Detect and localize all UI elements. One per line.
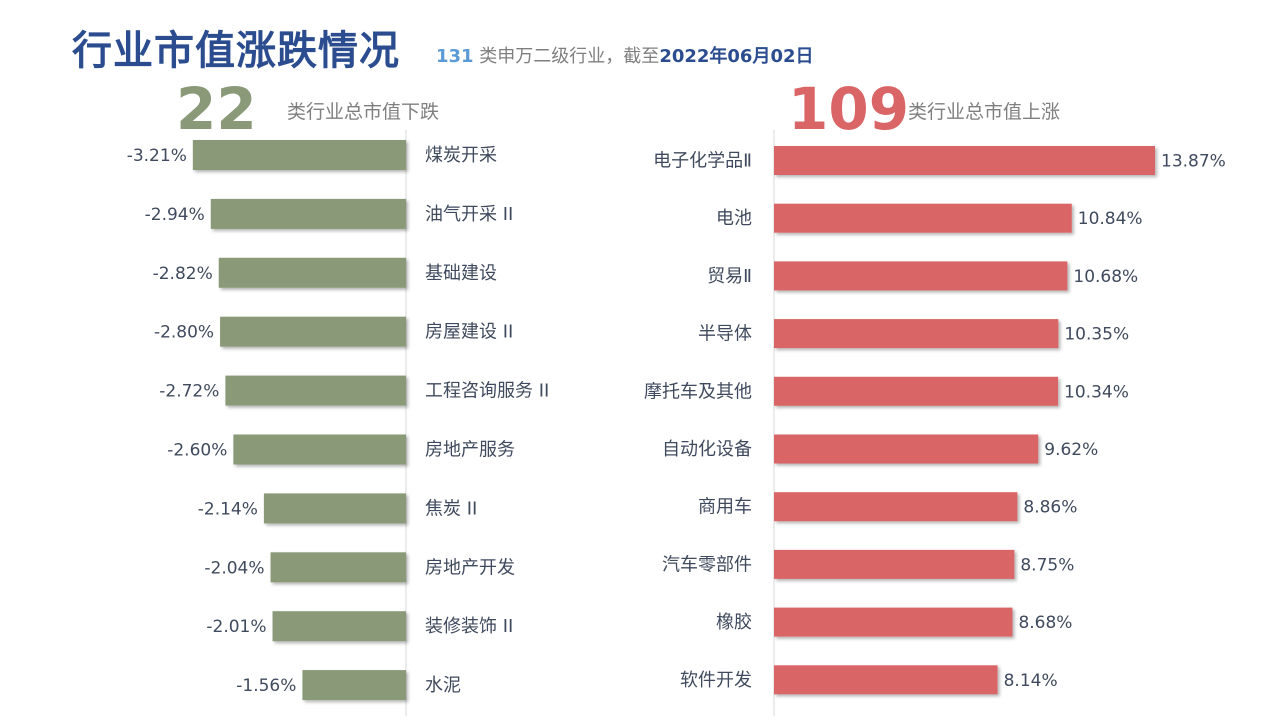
up-category-label: 半导体	[698, 324, 752, 345]
down-category-label: 油气开采 II	[425, 204, 513, 225]
up-category-label: 橡胶	[716, 612, 752, 633]
down-bar-chart: -3.21% 煤炭开采 -2.94% 油气开采 II -2.82% 基础建设 -2.80% 房…	[127, 130, 549, 716]
up-value-label: 8.86%	[1023, 498, 1077, 518]
down-bar	[218, 257, 406, 288]
up-category-label: 商用车	[698, 497, 752, 518]
down-category-label: 水泥	[425, 675, 461, 696]
up-bar	[774, 607, 1013, 637]
up-value-label: 8.75%	[1020, 555, 1074, 575]
up-bar	[774, 376, 1059, 406]
up-category-label: 电池	[716, 208, 752, 229]
subtitle-date: 2022年06月02日	[659, 46, 814, 67]
down-bar	[272, 611, 406, 642]
down-value-label: -2.01%	[206, 617, 266, 637]
up-bar	[774, 203, 1072, 233]
up-value-label: 10.68%	[1073, 267, 1138, 287]
down-bar	[263, 493, 406, 524]
down-bar	[225, 375, 406, 406]
down-bar	[270, 552, 406, 583]
up-value-label: 13.87%	[1161, 152, 1226, 172]
up-category-label: 电子化学品Ⅱ	[653, 151, 752, 172]
page-title: 行业市值涨跌情况	[72, 28, 400, 74]
up-bar-chart: 13.87% 电子化学品Ⅱ 10.84% 电池 10.68% 贸易Ⅱ 10.35% 半导体 10…	[644, 130, 1226, 716]
down-bar	[210, 198, 406, 229]
down-category-label: 房地产开发	[425, 557, 515, 578]
down-bar	[233, 434, 406, 465]
down-bar	[302, 670, 406, 701]
up-category-label: 自动化设备	[662, 439, 752, 460]
down-value-label: -1.56%	[236, 676, 296, 696]
down-count: 22	[176, 75, 257, 143]
down-category-label: 工程咨询服务 II	[425, 381, 549, 402]
up-value-label: 10.84%	[1078, 209, 1143, 229]
up-bar	[774, 492, 1018, 522]
down-value-label: -2.80%	[154, 323, 214, 343]
up-bar	[774, 549, 1015, 579]
down-category-label: 装修装饰 II	[425, 616, 513, 637]
up-value-label: 9.62%	[1044, 440, 1098, 460]
down-bar	[220, 316, 406, 347]
subtitle-count: 131	[436, 46, 474, 67]
up-bar	[774, 434, 1039, 464]
up-value-label: 10.35%	[1064, 325, 1129, 345]
down-caption: 类行业总市值下跌	[287, 101, 440, 123]
up-count: 109	[788, 75, 910, 143]
down-category-label: 焦炭 II	[425, 498, 477, 519]
down-category-label: 房屋建设 II	[425, 322, 513, 343]
up-bar	[774, 261, 1068, 291]
down-category-label: 房地产服务	[425, 440, 515, 461]
down-category-label: 煤炭开采	[425, 145, 497, 166]
down-value-label: -2.60%	[167, 441, 227, 461]
up-bar	[774, 665, 998, 695]
up-category-label: 摩托车及其他	[644, 381, 752, 402]
down-value-label: -3.21%	[127, 146, 187, 166]
down-bar	[192, 140, 406, 170]
down-value-label: -2.04%	[204, 558, 264, 578]
down-category-label: 基础建设	[425, 263, 497, 284]
down-value-label: -2.14%	[198, 499, 258, 519]
subtitle-text: 类申万二级行业，截至	[473, 46, 660, 67]
up-category-label: 汽车零部件	[662, 554, 752, 575]
down-value-label: -2.82%	[153, 264, 213, 284]
up-category-label: 贸易Ⅱ	[707, 266, 752, 287]
up-bar	[774, 319, 1059, 349]
down-value-label: -2.94%	[145, 205, 205, 225]
up-category-label: 软件开发	[680, 670, 752, 691]
up-caption: 类行业总市值上涨	[908, 101, 1061, 123]
up-value-label: 8.14%	[1004, 671, 1058, 691]
up-bar	[774, 146, 1156, 175]
up-value-label: 8.68%	[1018, 613, 1072, 633]
subtitle: 131 类申万二级行业，截至2022年06月02日	[436, 42, 814, 68]
up-value-label: 10.34%	[1064, 382, 1129, 402]
down-value-label: -2.72%	[159, 382, 219, 402]
